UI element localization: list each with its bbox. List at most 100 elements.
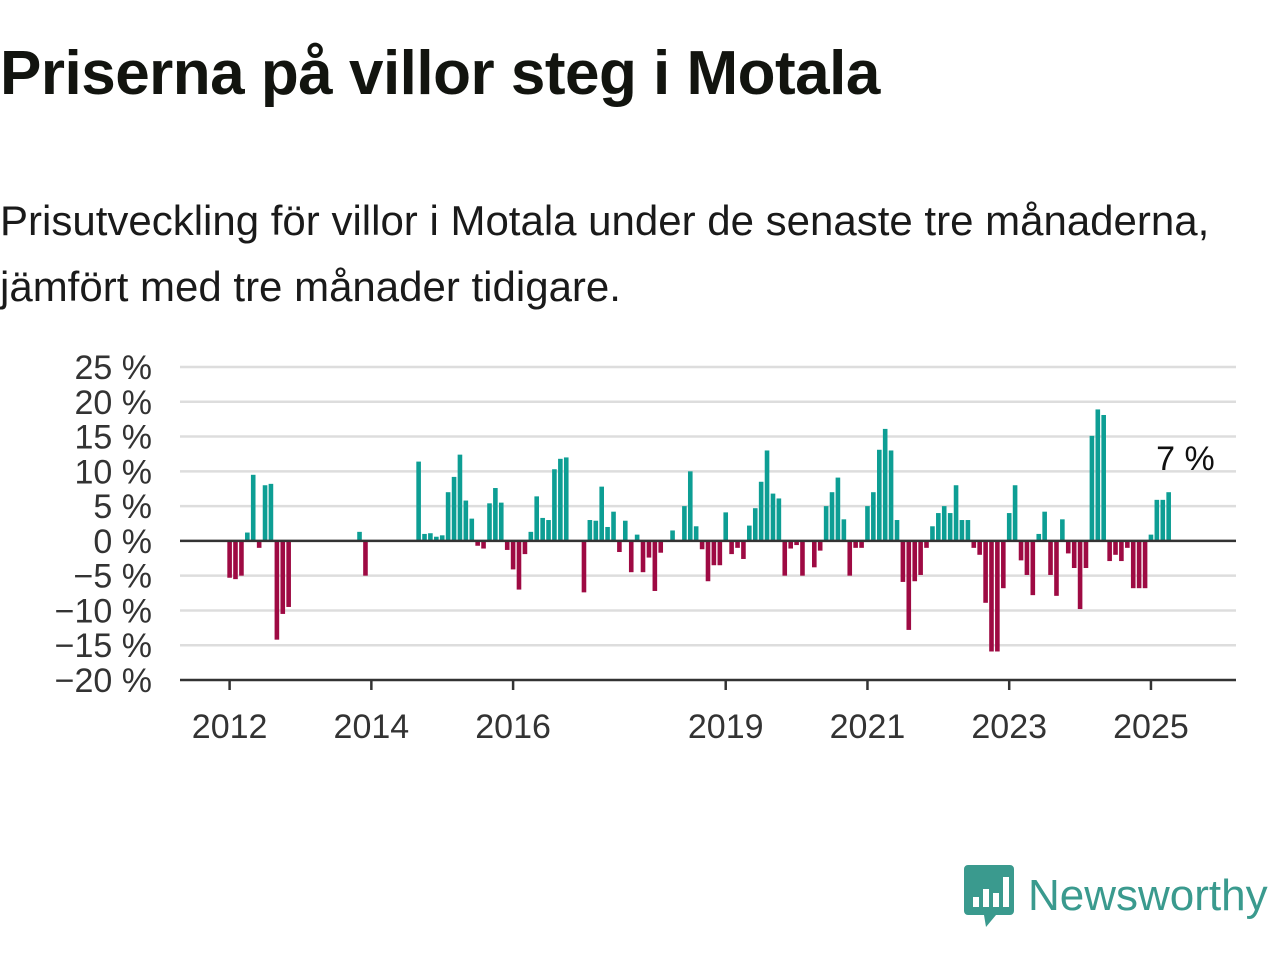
- bar: [516, 540, 522, 590]
- bar: [522, 540, 528, 555]
- x-tick-label: 2019: [688, 708, 764, 746]
- bar: [640, 540, 646, 573]
- bar: [699, 540, 705, 550]
- bar: [995, 540, 1000, 652]
- bar: [782, 540, 788, 576]
- y-tick-label: −10 %: [55, 592, 152, 630]
- chart-subtitle: Prisutveckling för villor i Motala under…: [0, 197, 1210, 310]
- bar: [1119, 540, 1124, 562]
- bar: [800, 540, 805, 576]
- bar: [1089, 435, 1095, 541]
- bar: [924, 540, 929, 548]
- bar: [1036, 533, 1042, 541]
- bar: [847, 540, 853, 576]
- bar: [670, 530, 675, 541]
- bar: [1166, 492, 1171, 541]
- bar: [735, 540, 740, 548]
- bar: [764, 450, 770, 541]
- bar: [941, 506, 947, 541]
- bar: [256, 540, 262, 548]
- bar: [930, 526, 935, 541]
- grid-lines: [180, 365, 1236, 647]
- bar: [1136, 540, 1142, 589]
- bar: [1160, 499, 1166, 541]
- bar: [1065, 540, 1071, 554]
- bar: [794, 540, 799, 546]
- bar: [457, 454, 463, 541]
- bar: [859, 540, 864, 548]
- bar: [634, 534, 640, 541]
- bar: [504, 540, 510, 550]
- bar: [1018, 540, 1024, 561]
- bar: [983, 540, 988, 603]
- bar: [357, 531, 362, 541]
- bar: [817, 540, 823, 551]
- bar: [451, 476, 457, 541]
- bar: [1142, 540, 1148, 589]
- bar: [1101, 414, 1106, 541]
- bar: [534, 496, 540, 541]
- newsworthy-chart-icon: [964, 865, 1014, 927]
- bar: [546, 520, 551, 541]
- bar: [876, 449, 882, 541]
- last-value-annotation: 7 %: [1156, 440, 1215, 478]
- bar: [693, 526, 699, 541]
- x-tick-label: 2016: [475, 708, 551, 746]
- y-tick-label: 5 %: [93, 488, 152, 526]
- bar: [1060, 519, 1065, 541]
- bar: [865, 506, 870, 541]
- bars: [227, 409, 1171, 652]
- bar: [280, 540, 286, 614]
- bar: [965, 520, 971, 541]
- bar: [894, 520, 900, 541]
- newsworthy-logo: Newsworthy: [964, 864, 1268, 928]
- bar: [758, 481, 764, 541]
- chart-title: Priserna på villor steg i Motala: [0, 39, 880, 108]
- bar: [717, 540, 723, 566]
- bar: [227, 540, 232, 578]
- bar: [469, 518, 475, 541]
- bar: [652, 540, 658, 591]
- bar: [1042, 511, 1047, 541]
- bar: [593, 520, 599, 541]
- y-tick-label: 15 %: [75, 419, 153, 457]
- bar: [770, 493, 776, 541]
- bar: [741, 540, 746, 559]
- bar: [1048, 540, 1053, 575]
- bar: [646, 540, 652, 558]
- bar: [776, 498, 782, 541]
- bar: [906, 540, 912, 630]
- bar: [1071, 540, 1077, 569]
- y-tick-label: −20 %: [55, 662, 152, 700]
- bar: [729, 540, 734, 555]
- x-tick-label: 2021: [830, 708, 906, 746]
- bar: [959, 520, 965, 541]
- y-tick-label: 0 %: [93, 523, 152, 561]
- bar: [1030, 540, 1036, 596]
- x-tick-label: 2014: [334, 708, 410, 746]
- y-tick-label: 25 %: [75, 349, 153, 387]
- bar: [445, 492, 451, 541]
- bar: [487, 503, 492, 541]
- x-tick-label: 2012: [192, 708, 268, 746]
- bar: [422, 533, 427, 541]
- bar: [428, 533, 433, 541]
- bar: [233, 540, 238, 580]
- bar: [439, 535, 445, 541]
- bar: [239, 540, 244, 576]
- bar: [1095, 409, 1101, 541]
- bar: [1125, 540, 1130, 548]
- bar: [841, 519, 847, 541]
- bar: [1001, 540, 1006, 589]
- bar: [723, 512, 729, 541]
- bar: [262, 485, 268, 541]
- bar: [1130, 540, 1136, 589]
- bar: [493, 488, 498, 541]
- axes: [180, 539, 1236, 682]
- bar: [687, 471, 693, 541]
- y-tick-label: 20 %: [75, 384, 153, 422]
- bar: [835, 477, 841, 541]
- bar: [711, 540, 717, 566]
- bar: [540, 517, 545, 541]
- bar: [1107, 540, 1112, 562]
